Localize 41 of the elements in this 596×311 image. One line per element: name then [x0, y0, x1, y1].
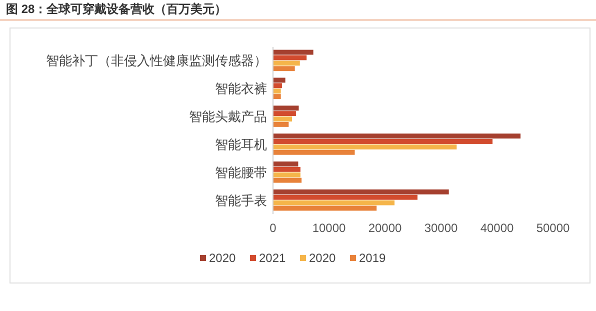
bar: [273, 50, 314, 55]
x-tick-label: 50000: [536, 221, 570, 235]
legend-label: 2020: [309, 251, 336, 265]
x-tick-label: 30000: [424, 221, 458, 235]
bar: [273, 194, 418, 200]
y-tick-label: 智能头戴产品: [189, 109, 267, 124]
bar: [273, 166, 300, 172]
text: 图 28：全球可穿戴设备营收（百万美元）: [6, 2, 227, 16]
legend-label: 2021: [259, 251, 286, 265]
x-tick-label: 20000: [368, 221, 402, 235]
legend-label: 2019: [359, 251, 386, 265]
bar: [273, 88, 281, 94]
bar: [273, 111, 296, 116]
bar: [273, 189, 449, 194]
y-tick-label: 智能手表: [215, 192, 267, 208]
legend-label: 2020: [209, 251, 236, 265]
bar: [273, 206, 377, 211]
bar: [273, 122, 289, 127]
x-tick-label: 0: [270, 221, 277, 235]
bar: [273, 66, 295, 72]
x-tick-label: 10000: [312, 221, 346, 235]
y-tick-label: 智能衣裤: [215, 81, 267, 96]
bar: [273, 144, 457, 150]
y-tick-label: 智能腰带: [215, 164, 267, 180]
bar: [273, 106, 299, 111]
bar: [273, 60, 300, 66]
bar: [273, 139, 493, 144]
bar: [273, 150, 355, 155]
y-tick-label: 智能补丁（非侵入性健康监测传感器）: [46, 53, 267, 68]
bar: [273, 55, 307, 60]
y-tick-label: 智能耳机: [215, 137, 267, 152]
bar: [273, 134, 521, 139]
bar: [273, 162, 298, 166]
bar: [273, 200, 395, 206]
bar: [273, 116, 292, 122]
x-tick-label: 40000: [480, 221, 514, 235]
bar: [273, 83, 282, 88]
bar: [273, 94, 281, 99]
bar: [273, 178, 302, 183]
bar: [273, 78, 286, 83]
bar: [273, 172, 300, 178]
